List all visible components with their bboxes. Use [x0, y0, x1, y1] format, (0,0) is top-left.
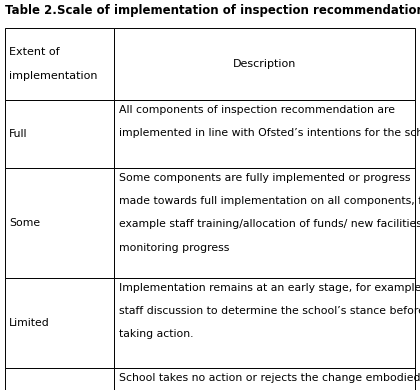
Bar: [114, 100, 415, 168]
Text: Extent of

implementation: Extent of implementation: [9, 48, 97, 81]
Text: School takes no action or rejects the change embodied in

the inspection recomme: School takes no action or rejects the ch…: [119, 373, 420, 390]
Bar: [114, 368, 415, 390]
Bar: [5, 28, 114, 100]
Text: Some: Some: [9, 218, 40, 228]
Bar: [5, 168, 114, 278]
Text: Full: Full: [9, 129, 27, 139]
Text: Scale of implementation of inspection recommendations: Scale of implementation of inspection re…: [57, 4, 420, 17]
Text: Description: Description: [233, 59, 296, 69]
Bar: [5, 100, 114, 168]
Bar: [5, 278, 114, 368]
Bar: [114, 278, 415, 368]
Text: Some components are fully implemented or progress

made towards full implementat: Some components are fully implemented or…: [119, 173, 420, 253]
Text: Limited: Limited: [9, 318, 50, 328]
Text: Table 2.: Table 2.: [5, 4, 57, 17]
Bar: [114, 28, 415, 100]
Bar: [5, 368, 114, 390]
Text: All components of inspection recommendation are

implemented in line with Ofsted: All components of inspection recommendat…: [119, 105, 420, 138]
Text: Implementation remains at an early stage, for example

staff discussion to deter: Implementation remains at an early stage…: [119, 283, 420, 339]
Bar: [114, 168, 415, 278]
